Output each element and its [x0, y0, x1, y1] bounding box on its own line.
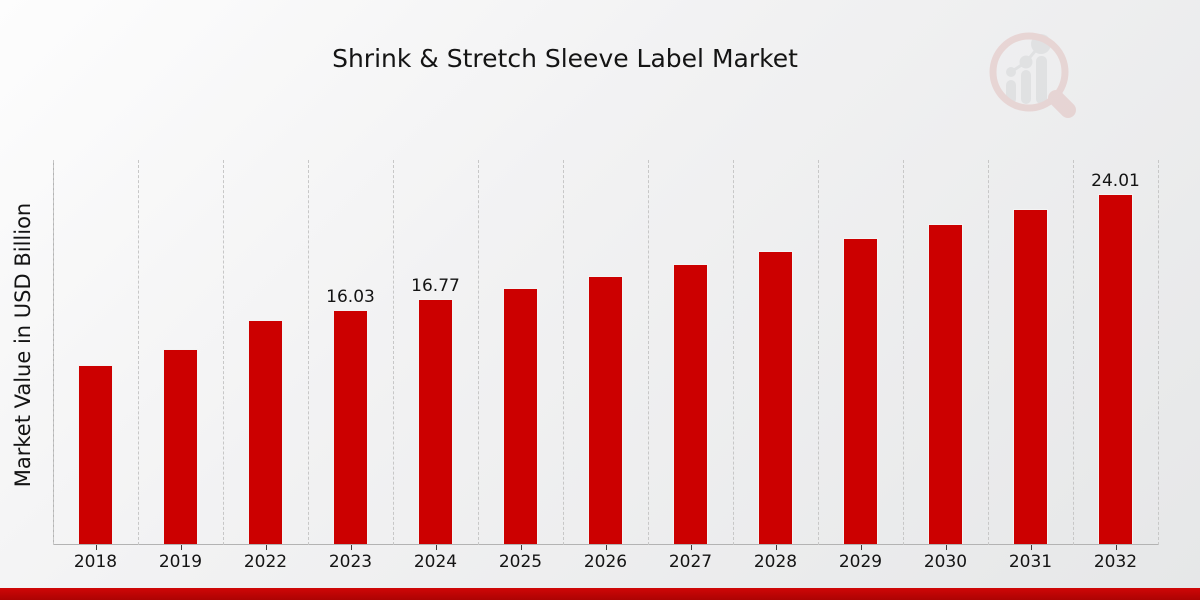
gridline: [648, 160, 649, 545]
bar-value-label: 16.03: [326, 287, 375, 308]
chart-title: Shrink & Stretch Sleeve Label Market: [332, 44, 798, 73]
gridline: [1158, 160, 1159, 545]
x-axis-tick: [1030, 545, 1032, 550]
gridline: [903, 160, 904, 545]
x-axis-tick-label: 2030: [923, 552, 968, 572]
bar: [758, 251, 793, 544]
x-axis-tick: [180, 545, 182, 550]
x-axis-tick-label: 2025: [498, 552, 543, 572]
x-axis-tick-label: 2024: [413, 552, 458, 572]
gridline: [393, 160, 394, 545]
x-axis-tick-label: 2022: [243, 552, 288, 572]
bar-value-label: 16.77: [411, 276, 460, 297]
x-axis-tick: [95, 545, 97, 550]
gridline: [223, 160, 224, 545]
x-axis-tick-label: 2026: [583, 552, 628, 572]
bar: [163, 349, 198, 544]
bar: [588, 276, 623, 544]
bar: [673, 264, 708, 544]
x-axis-line: [53, 544, 1158, 545]
bar: [333, 310, 368, 544]
x-axis-tick-label: 2023: [328, 552, 373, 572]
gridline: [988, 160, 989, 545]
bar: [503, 288, 538, 544]
x-axis-tick-label: 2029: [838, 552, 883, 572]
bar: [843, 238, 878, 544]
footer-accent-bar: [0, 588, 1200, 600]
x-axis-tick-label: 2032: [1093, 552, 1138, 572]
x-axis-tick: [435, 545, 437, 550]
gridline: [818, 160, 819, 545]
gridline: [138, 160, 139, 545]
x-axis-tick: [605, 545, 607, 550]
gridline: [478, 160, 479, 545]
y-axis-title: Market Value in USD Billion: [11, 202, 35, 488]
x-axis-tick: [350, 545, 352, 550]
gridline: [563, 160, 564, 545]
x-axis-tick-label: 2027: [668, 552, 713, 572]
x-axis-tick-label: 2031: [1008, 552, 1053, 572]
x-axis-tick-label: 2028: [753, 552, 798, 572]
bar: [418, 299, 453, 544]
gridline: [1073, 160, 1074, 545]
x-axis-tick: [520, 545, 522, 550]
magnifier-bar-chart-watermark-icon: [989, 32, 1076, 118]
gridline: [53, 160, 54, 545]
bar-value-label: 24.01: [1091, 170, 1140, 191]
bar: [248, 320, 283, 544]
x-axis-tick: [265, 545, 267, 550]
gridline: [733, 160, 734, 545]
gridline: [308, 160, 309, 545]
x-axis-tick: [945, 545, 947, 550]
bar: [1013, 209, 1048, 544]
bar: [1098, 193, 1133, 544]
bar: [78, 365, 113, 544]
x-axis-tick: [690, 545, 692, 550]
bar: [928, 223, 963, 544]
x-axis-tick-label: 2018: [73, 552, 118, 572]
x-axis-tick: [775, 545, 777, 550]
x-axis-tick-label: 2019: [158, 552, 203, 572]
plot-area: 2018 2019 2022 2023 16.03 2024 16.77 2025 2026 20…: [53, 160, 1159, 572]
x-axis-tick: [860, 545, 862, 550]
x-axis-tick: [1115, 545, 1117, 550]
